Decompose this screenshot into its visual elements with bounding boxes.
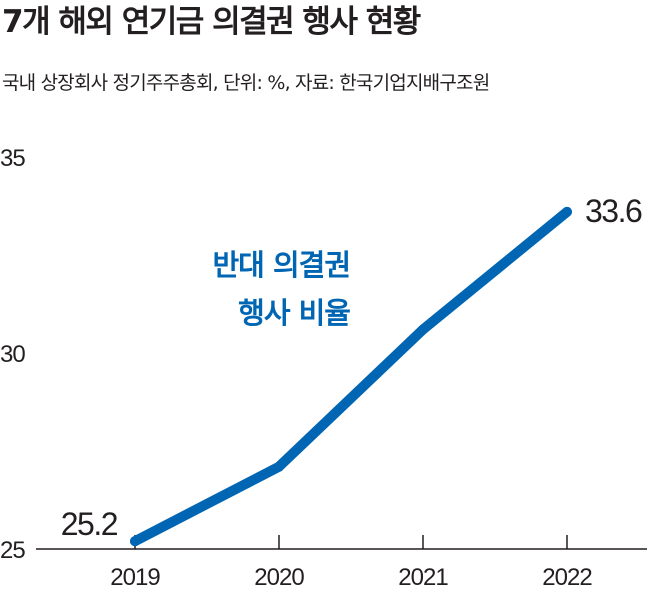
y-tick-label: 35 (0, 145, 25, 172)
series-name-line: 반대 의결권 (213, 248, 351, 282)
data-label: 33.6 (585, 193, 642, 229)
series-name-line: 행사 비율 (238, 296, 350, 330)
data-point (130, 536, 140, 547)
y-tick-label: 30 (0, 341, 25, 368)
series-line (130, 206, 572, 547)
x-tick-label: 2021 (398, 564, 448, 591)
chart-subtitle: 국내 상장회사 정기주주총회, 단위: %, 자료: 한국기업지배구조원 (2, 72, 490, 94)
series-group (130, 206, 572, 547)
data-labels: 25.2 33.6 (61, 193, 644, 542)
x-axis-ticks: 2019 2020 2021 2022 (110, 535, 593, 591)
data-point (562, 206, 572, 217)
data-label: 25.2 (61, 506, 118, 542)
y-tick-label: 25 (0, 537, 25, 564)
data-point (274, 461, 284, 472)
x-tick-label: 2022 (542, 564, 592, 591)
y-axis-ticks: 25 30 35 (0, 145, 26, 564)
data-point (418, 324, 428, 335)
x-tick-label: 2019 (110, 564, 160, 591)
x-tick-label: 2020 (254, 564, 304, 591)
chart-title: 7개 해외 연기금 의결권 행사 현황 (2, 4, 421, 40)
